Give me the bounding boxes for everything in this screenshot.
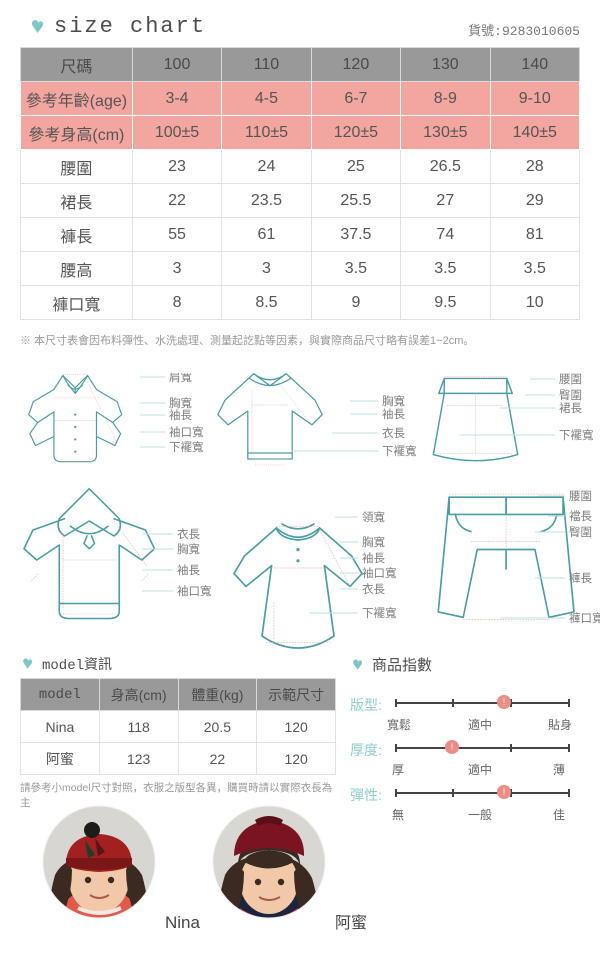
svg-text:腰圍: 腰圍 [569,490,592,503]
svg-text:臀圍: 臀圍 [569,526,592,539]
svg-text:胸寬: 胸寬 [169,396,192,410]
svg-text:袖口寬: 袖口寬 [177,584,212,598]
svg-text:褲長: 褲長 [569,571,592,585]
svg-text:褲口寬: 褲口寬 [569,611,600,625]
svg-text:臀圍: 臀圍 [559,389,582,402]
svg-text:袖口寬: 袖口寬 [169,425,204,439]
svg-text:下襬寬: 下襬寬 [382,444,417,458]
svg-text:衣長: 衣長 [177,527,200,541]
svg-text:胸寬: 胸寬 [362,535,385,549]
svg-text:胸寬: 胸寬 [382,394,405,408]
svg-text:衣長: 衣長 [362,582,385,596]
svg-text:袖長: 袖長 [362,551,385,565]
svg-text:領寬: 領寬 [362,510,385,524]
svg-text:下襬寬: 下襬寬 [362,606,397,620]
svg-text:襠長: 襠長 [569,509,592,523]
svg-text:下襬寬: 下襬寬 [559,428,594,442]
svg-text:袖口寬: 袖口寬 [362,566,397,580]
svg-text:下襬寬: 下襬寬 [169,440,204,454]
svg-text:裙長: 裙長 [559,402,582,415]
svg-text:肩寬: 肩寬 [169,373,192,384]
svg-text:袖長: 袖長 [382,407,405,421]
svg-text:腰圍: 腰圍 [559,373,582,386]
svg-text:阿蜜: 阿蜜 [335,913,367,932]
svg-text:Nina: Nina [165,913,201,932]
svg-text:袖長: 袖長 [177,563,200,577]
svg-text:袖長: 袖長 [169,408,192,422]
svg-text:衣長: 衣長 [382,426,405,440]
svg-text:胸寬: 胸寬 [177,542,200,556]
